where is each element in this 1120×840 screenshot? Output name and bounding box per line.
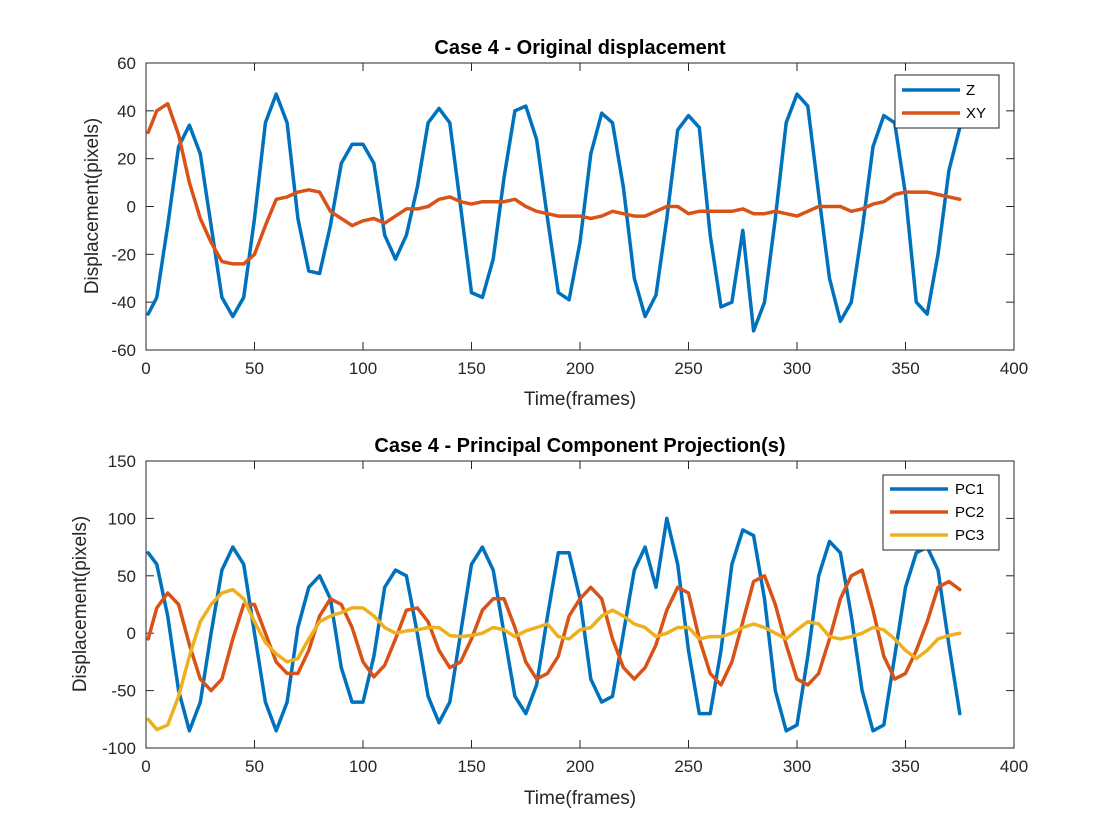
x-tick-label: 0 xyxy=(141,757,150,776)
x-tick-label: 250 xyxy=(674,757,702,776)
x-tick-label: 300 xyxy=(783,359,811,378)
series-line-pc3 xyxy=(146,587,962,732)
series-line-z xyxy=(146,92,962,333)
y-tick-label: 50 xyxy=(117,567,136,586)
y-ticks-top: -60 -40 -20 0 20 40 60 xyxy=(111,54,1014,360)
y-tick-label: 150 xyxy=(108,452,136,471)
legend-label-xy: XY xyxy=(966,105,986,122)
legend-box-top xyxy=(894,74,1000,129)
y-tick-label: 20 xyxy=(117,150,136,169)
legend-label-pc1: PC1 xyxy=(955,481,984,498)
x-tick-label: 50 xyxy=(245,359,264,378)
legend-label-pc3: PC3 xyxy=(955,527,984,544)
legend-top: Z XY xyxy=(894,74,1000,129)
subplot-principal-components: 0 50 100 150 200 250 300 350 400 -100 -50 0 50 100 15… xyxy=(70,435,1028,809)
y-tick-label: -100 xyxy=(102,739,136,758)
x-axis-label-bottom: Time(frames) xyxy=(524,788,636,809)
x-axis-label-top: Time(frames) xyxy=(524,389,636,410)
x-tick-label: 100 xyxy=(349,757,377,776)
x-tick-label: 50 xyxy=(245,757,264,776)
x-tick-label: 200 xyxy=(566,757,594,776)
legend-label-z: Z xyxy=(966,82,975,99)
legend-label-pc2: PC2 xyxy=(955,504,984,521)
chart-title-top: Case 4 - Original displacement xyxy=(434,37,726,59)
y-tick-label: 0 xyxy=(127,198,136,217)
axes-box-top xyxy=(145,62,1015,351)
x-ticks-top: 0 50 100 150 200 250 300 350 400 xyxy=(141,63,1028,378)
y-axis-label-bottom: Displacement(pixels) xyxy=(70,516,91,692)
subplot-original-displacement: 0 50 100 150 200 250 300 350 400 -60 -40 -20 0 20 40 6… xyxy=(82,37,1028,410)
y-tick-label: 100 xyxy=(108,509,136,528)
y-axis-label-top: Displacement(pixels) xyxy=(82,118,103,294)
x-tick-label: 350 xyxy=(891,359,919,378)
series-lines-bottom xyxy=(146,516,962,733)
y-tick-label: 0 xyxy=(127,624,136,643)
y-tick-label: -40 xyxy=(111,293,136,312)
chart-title-bottom: Case 4 - Principal Component Projection(… xyxy=(374,435,785,457)
x-tick-label: 200 xyxy=(566,359,594,378)
x-tick-label: 150 xyxy=(457,757,485,776)
x-ticks-bottom: 0 50 100 150 200 250 300 350 400 xyxy=(141,461,1028,776)
x-tick-label: 0 xyxy=(141,359,150,378)
series-line-xy xyxy=(146,101,962,266)
series-line-pc1 xyxy=(146,516,962,733)
y-tick-label: -60 xyxy=(111,341,136,360)
x-tick-label: 400 xyxy=(1000,359,1028,378)
series-line-pc2 xyxy=(146,568,962,693)
series-lines-top xyxy=(146,92,962,333)
y-tick-label: 60 xyxy=(117,54,136,73)
y-tick-label: 40 xyxy=(117,102,136,121)
x-tick-label: 400 xyxy=(1000,757,1028,776)
x-tick-label: 350 xyxy=(891,757,919,776)
x-tick-label: 150 xyxy=(457,359,485,378)
y-tick-label: -20 xyxy=(111,245,136,264)
x-tick-label: 250 xyxy=(674,359,702,378)
x-tick-label: 100 xyxy=(349,359,377,378)
x-tick-label: 300 xyxy=(783,757,811,776)
y-tick-label: -50 xyxy=(111,682,136,701)
y-ticks-bottom: -100 -50 0 50 100 150 xyxy=(102,452,1014,758)
legend-bottom: PC1 PC2 PC3 xyxy=(882,474,1000,551)
